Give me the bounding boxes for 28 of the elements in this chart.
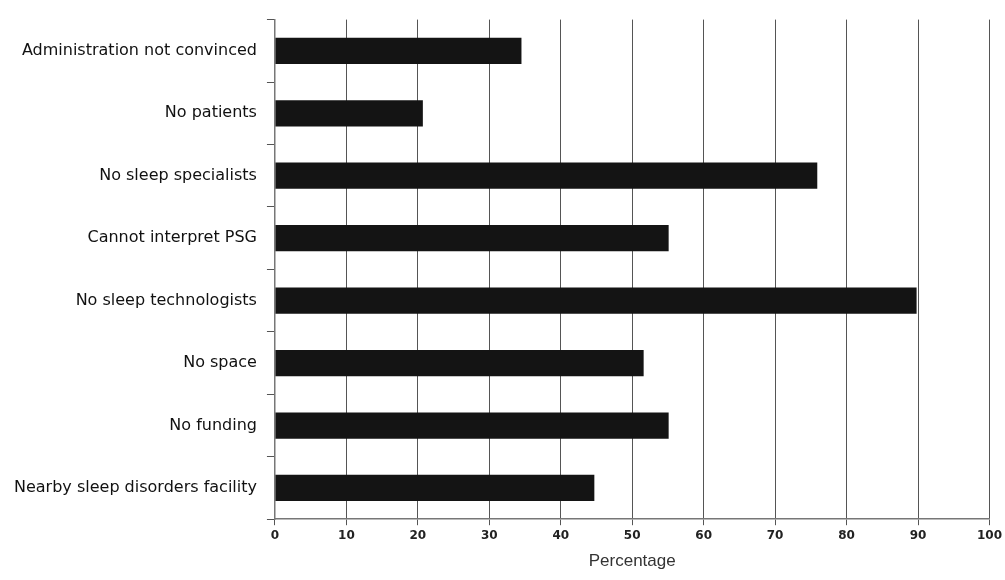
bar: [275, 100, 423, 127]
x-tick-label: 10: [338, 527, 355, 542]
bar: [275, 287, 917, 314]
x-tick-label: 50: [623, 527, 641, 542]
x-tick-label: 60: [695, 527, 713, 542]
x-tick-label: 40: [552, 527, 570, 542]
bar: [275, 162, 818, 189]
bar: [275, 225, 669, 252]
x-tick-label: 20: [409, 527, 427, 542]
bar: [275, 474, 595, 502]
x-tick-label: 0: [270, 527, 280, 542]
bar: [275, 37, 522, 64]
x-tick-label: 70: [766, 527, 784, 542]
bar: [275, 349, 644, 377]
y-tick-label: No sleep specialists: [99, 164, 257, 184]
bar: [275, 412, 669, 439]
y-tick-label: No space: [183, 352, 257, 372]
y-tick-label: Administration not convinced: [21, 39, 257, 59]
x-tick-label: 100: [976, 527, 1003, 542]
y-tick-label: Cannot interpret PSG: [87, 227, 257, 247]
y-tick-label: Nearby sleep disorders facility: [14, 477, 257, 497]
y-tick-label: No funding: [169, 414, 257, 434]
x-axis-title: Percentage: [588, 551, 676, 571]
y-tick-label: No patients: [164, 102, 257, 122]
x-tick-label: 80: [838, 527, 855, 542]
x-tick-label: 90: [909, 527, 927, 542]
x-tick-label: 30: [480, 527, 498, 542]
y-tick-label: No sleep technologists: [75, 289, 257, 309]
